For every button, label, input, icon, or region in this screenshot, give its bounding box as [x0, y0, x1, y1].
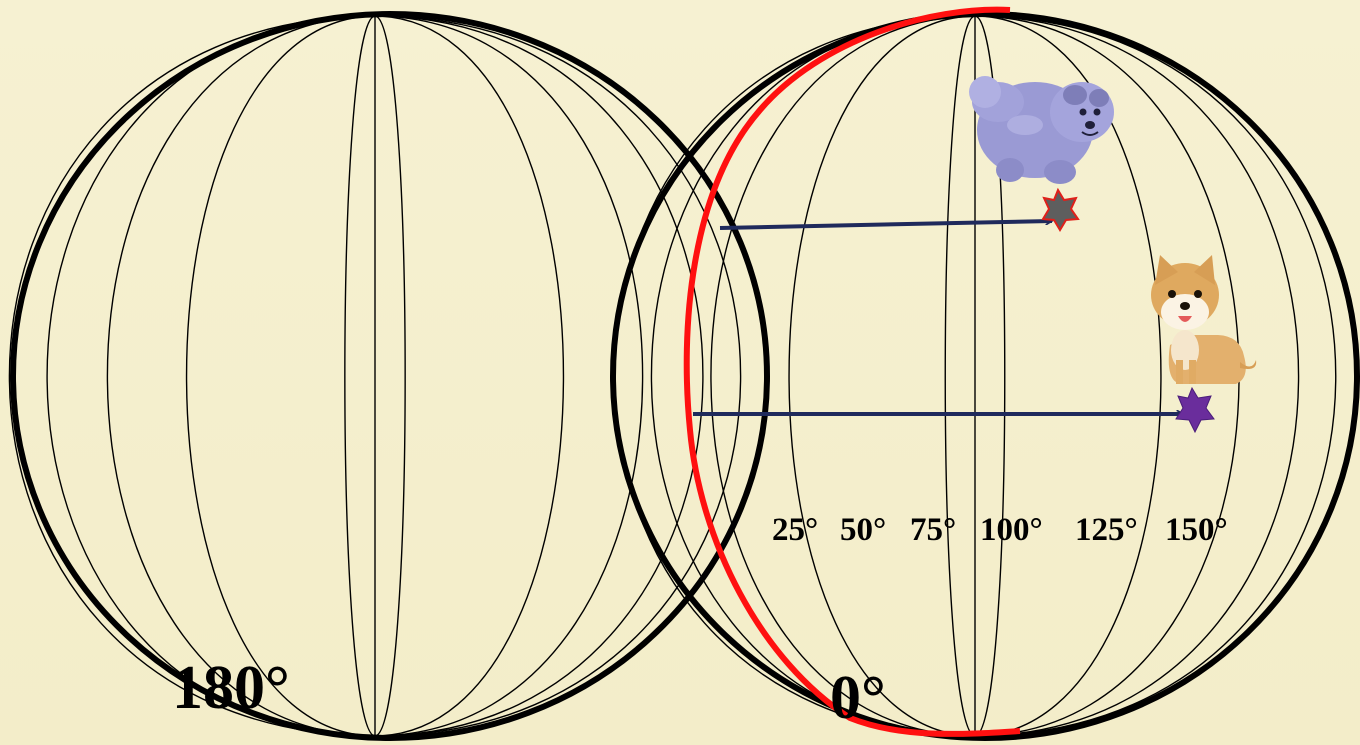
left-globe-meridian-east-1: [374, 15, 406, 737]
longitude-label-150: 150°: [1165, 512, 1228, 548]
label-180-degrees: 180°: [172, 654, 290, 722]
longitude-label-100: 100°: [980, 512, 1043, 548]
right-globe-meridian-east-2: [974, 15, 1162, 737]
left-globe-meridians: [8, 15, 742, 737]
left-globe-meridian-west-3: [106, 15, 376, 737]
right-globe-meridian-west-1: [944, 15, 976, 737]
shiba-puppy-icon: [1151, 255, 1257, 384]
upper-arrow: [719, 221, 1052, 230]
left-globe-meridian-west-1: [344, 15, 376, 737]
left-globe-outline: [10, 11, 770, 741]
longitude-label-25: 25°: [772, 512, 818, 548]
left-globe-meridian-west-2: [186, 15, 376, 737]
right-globe-meridian-west-2: [788, 15, 976, 737]
left-globe-meridian-east-2: [374, 15, 564, 737]
left-globe-meridian-east-4: [374, 15, 704, 737]
right-globe-meridian-east-4: [974, 15, 1300, 737]
longitude-label-75: 75°: [910, 512, 956, 548]
longitude-label-50: 50°: [840, 512, 886, 548]
right-globe-meridian-west-4: [650, 15, 976, 737]
right-globe-meridian-east-1: [974, 15, 1006, 737]
right-globe-meridian-west-5: [613, 15, 976, 737]
left-globe-meridian-west-5: [8, 15, 376, 737]
right-globe-outline: [610, 11, 1360, 741]
upper-star-marker: [1041, 187, 1080, 232]
left-globe-meridian-east-5: [374, 15, 742, 737]
right-globe-meridian-east-5: [974, 15, 1337, 737]
left-globe-meridian-east-3: [374, 15, 644, 737]
right-globe-meridian-west-3: [710, 15, 976, 737]
left-globe: [8, 11, 770, 741]
longitude-label-125: 125°: [1075, 512, 1138, 548]
prime-meridian-highlight: [683, 6, 1021, 737]
gray-fluffy-dog-icon: [969, 76, 1114, 184]
longitude-scale-labels: 25° 50° 75° 100° 125° 150°: [772, 512, 1228, 548]
left-globe-meridian-west-4: [46, 15, 376, 737]
lower-star-marker: [1175, 386, 1215, 434]
label-0-degrees: 0°: [830, 664, 886, 732]
